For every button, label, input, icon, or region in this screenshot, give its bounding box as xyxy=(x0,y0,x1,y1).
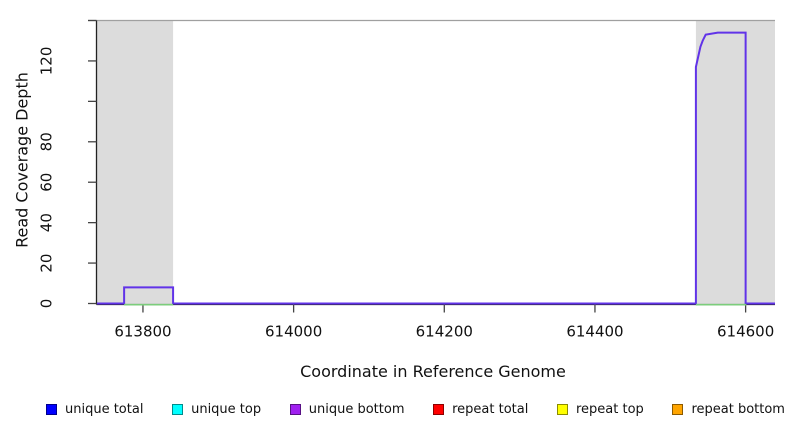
legend-label: repeat total xyxy=(452,401,529,417)
x-tick-label: 614400 xyxy=(566,323,623,341)
y-tick-label: 120 xyxy=(38,47,56,76)
legend-item-repeat-total: repeat total xyxy=(433,402,528,417)
legend-label: repeat top xyxy=(576,401,644,417)
x-tick-label: 614000 xyxy=(265,323,322,341)
legend-swatch xyxy=(46,403,57,415)
y-axis-title: Read Coverage Depth xyxy=(12,72,32,248)
masked-region-right xyxy=(695,20,775,304)
series-line xyxy=(97,31,775,305)
y-tick-label: 80 xyxy=(38,132,56,151)
legend-swatch xyxy=(557,403,568,415)
masked-region-left xyxy=(97,20,174,304)
x-tick-label: 614600 xyxy=(717,323,774,341)
legend-label: unique total xyxy=(65,401,144,417)
legend-label: unique top xyxy=(191,401,262,417)
legend-item-repeat-top: repeat top xyxy=(557,402,644,417)
legend-item-repeat-bottom: repeat bottom xyxy=(672,402,785,417)
legend-swatch xyxy=(433,403,445,415)
x-tick-label: 613800 xyxy=(114,323,171,341)
legend-label: repeat bottom xyxy=(691,401,785,417)
legend-item-unique-total: unique total xyxy=(46,402,143,417)
y-tick-label: 40 xyxy=(38,213,56,232)
x-tick-label: 614200 xyxy=(416,323,473,341)
y-tick-label: 0 xyxy=(38,299,56,309)
legend: unique total unique top unique bottom repea… xyxy=(46,399,785,419)
legend-item-unique-top: unique top xyxy=(172,402,261,417)
legend-swatch xyxy=(289,403,301,415)
legend-label: unique bottom xyxy=(308,401,405,417)
legend-swatch xyxy=(172,403,184,415)
legend-swatch xyxy=(672,403,684,415)
y-tick-label: 60 xyxy=(38,173,56,192)
x-axis-title: Coordinate in Reference Genome xyxy=(300,362,566,381)
legend-item-unique-bottom: unique bottom xyxy=(289,401,405,417)
y-tick-label: 20 xyxy=(38,254,56,273)
